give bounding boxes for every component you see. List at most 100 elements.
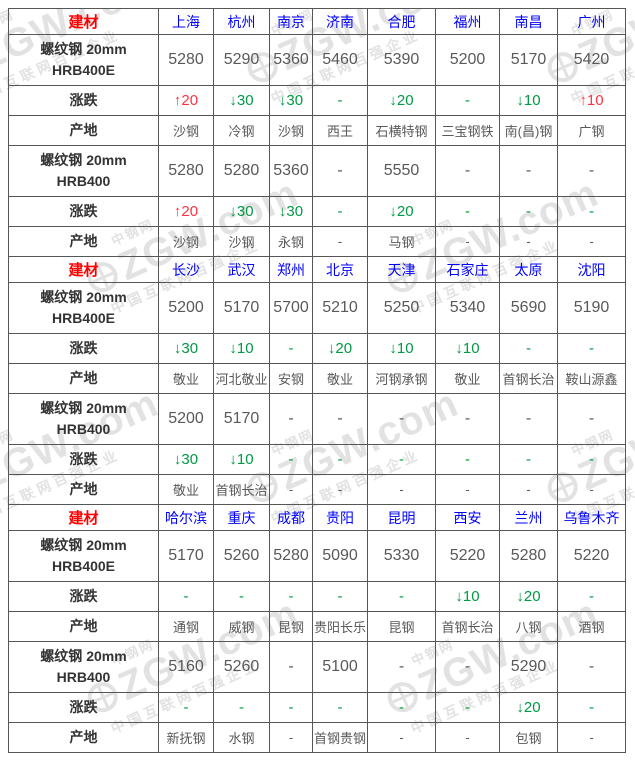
change-cell: -: [367, 692, 436, 723]
origin-cell: -: [435, 226, 500, 257]
change-cell: ↑20: [158, 196, 214, 227]
origin-cell: 首钢长治: [435, 611, 500, 642]
change-cell: -: [312, 196, 368, 227]
origin-cell: -: [499, 474, 558, 505]
origin-cell: 鞍山源鑫: [557, 363, 626, 394]
city-header: 北京: [312, 256, 368, 283]
price-cell: 5280: [213, 145, 270, 197]
change-cell: ↓30: [213, 196, 270, 227]
change-cell: -: [435, 196, 500, 227]
origin-row: 产地 通钢 威钢 昆钢 贵阳长乐 昆钢 首钢长治 八钢 酒钢: [8, 611, 626, 642]
price-cell: 5250: [367, 282, 436, 334]
city-header: 乌鲁木齐: [557, 504, 626, 531]
row-label: 螺纹钢 20mm HRB400: [8, 641, 159, 693]
origin-cell: 八钢: [499, 611, 558, 642]
origin-cell: 冷钢: [213, 115, 270, 146]
price-cell: 5360: [269, 145, 313, 197]
origin-cell: -: [367, 722, 436, 753]
change-cell: -: [557, 333, 626, 364]
origin-cell: 昆钢: [269, 611, 313, 642]
change-cell: ↓30: [269, 196, 313, 227]
change-cell: -: [312, 444, 368, 475]
origin-cell: 沙钢: [158, 226, 214, 257]
change-row: 涨跌 ↑20 ↓30 ↓30- ↓20- - -: [8, 196, 626, 227]
change-cell: -: [435, 692, 500, 723]
price-cell: 5690: [499, 282, 558, 334]
row-label: 产地: [8, 226, 159, 257]
origin-cell: 安钢: [269, 363, 313, 394]
change-cell: ↓20: [499, 692, 558, 723]
price-cell: 5360: [269, 34, 313, 86]
row-label: 产地: [8, 474, 159, 505]
row-label: 产地: [8, 722, 159, 753]
change-cell: -: [499, 444, 558, 475]
origin-cell: 河北敬业: [213, 363, 270, 394]
change-cell: -: [435, 85, 500, 116]
price-cell: 5550: [367, 145, 436, 197]
price-cell: -: [269, 393, 313, 445]
change-row: 涨跌 ↓30 ↓10- - - - - -: [8, 444, 626, 475]
change-cell: -: [435, 444, 500, 475]
origin-cell: 西王: [312, 115, 368, 146]
row-label: 涨跌: [8, 581, 159, 612]
city-header: 郑州: [269, 256, 313, 283]
row-label: 产地: [8, 611, 159, 642]
section-3-header-row: 建材 哈尔滨 重庆 成都 贵阳 昆明 西安 兰州 乌鲁木齐: [8, 504, 626, 531]
price-row: 螺纹钢 20mm HRB400E 5170 5260 5280 5090 5330 5220…: [8, 530, 626, 582]
price-cell: -: [367, 393, 436, 445]
change-cell: -: [499, 333, 558, 364]
price-cell: 5420: [557, 34, 626, 86]
price-cell: 5340: [435, 282, 500, 334]
city-header: 上海: [158, 8, 214, 35]
origin-cell: -: [435, 722, 500, 753]
price-cell: -: [499, 145, 558, 197]
origin-row: 产地 沙钢 冷钢 沙钢 西王 石横特钢 三宝钢铁 南(昌)钢 广钢: [8, 115, 626, 146]
change-cell: -: [557, 444, 626, 475]
row-label: 涨跌: [8, 196, 159, 227]
price-cell: -: [557, 393, 626, 445]
change-cell: -: [213, 581, 270, 612]
origin-cell: 河钢承钢: [367, 363, 436, 394]
price-cell: 5260: [213, 641, 270, 693]
origin-cell: 沙钢: [213, 226, 270, 257]
origin-cell: 敬业: [158, 363, 214, 394]
price-row: 螺纹钢 20mm HRB400E 5280 5290 5360 5460 5390 5200…: [8, 34, 626, 86]
change-cell: -: [269, 581, 313, 612]
city-header: 合肥: [367, 8, 436, 35]
origin-row: 产地 敬业 首钢长治 - - - - - -: [8, 474, 626, 505]
change-cell: ↓10: [499, 85, 558, 116]
origin-cell: -: [312, 226, 368, 257]
origin-cell: 首钢贵钢: [312, 722, 368, 753]
price-cell: 5210: [312, 282, 368, 334]
origin-cell: -: [269, 474, 313, 505]
origin-cell: 沙钢: [269, 115, 313, 146]
city-header: 长沙: [158, 256, 214, 283]
row-label: 涨跌: [8, 333, 159, 364]
material-column-header: 建材: [8, 256, 159, 283]
price-cell: 5170: [213, 393, 270, 445]
change-cell: ↓20: [312, 333, 368, 364]
city-header: 广州: [557, 8, 626, 35]
price-cell: 5170: [499, 34, 558, 86]
city-header: 南昌: [499, 8, 558, 35]
origin-cell: 永钢: [269, 226, 313, 257]
change-cell: ↓10: [367, 333, 436, 364]
origin-row: 产地 沙钢 沙钢 永钢 - 马钢 - - -: [8, 226, 626, 257]
row-label: 涨跌: [8, 444, 159, 475]
price-cell: 5220: [435, 530, 500, 582]
price-row: 螺纹钢 20mm HRB400 5200 5170- - - - - -: [8, 393, 626, 445]
change-cell: ↑20: [158, 85, 214, 116]
price-cell: 5330: [367, 530, 436, 582]
city-header: 武汉: [213, 256, 270, 283]
city-header: 南京: [269, 8, 313, 35]
origin-row: 产地 敬业 河北敬业 安钢 敬业 河钢承钢 敬业 首钢长治 鞍山源鑫: [8, 363, 626, 394]
price-row: 螺纹钢 20mm HRB400E 5200 5170 5700 5210 5250 5340…: [8, 282, 626, 334]
origin-cell: 三宝钢铁: [435, 115, 500, 146]
price-cell: -: [367, 641, 436, 693]
price-cell: 5290: [499, 641, 558, 693]
price-cell: 5170: [213, 282, 270, 334]
change-cell: ↓20: [367, 196, 436, 227]
section-2-header-row: 建材 长沙 武汉 郑州 北京 天津 石家庄 太原 沈阳: [8, 256, 626, 283]
price-cell: -: [435, 145, 500, 197]
row-label: 螺纹钢 20mm HRB400: [8, 145, 159, 197]
